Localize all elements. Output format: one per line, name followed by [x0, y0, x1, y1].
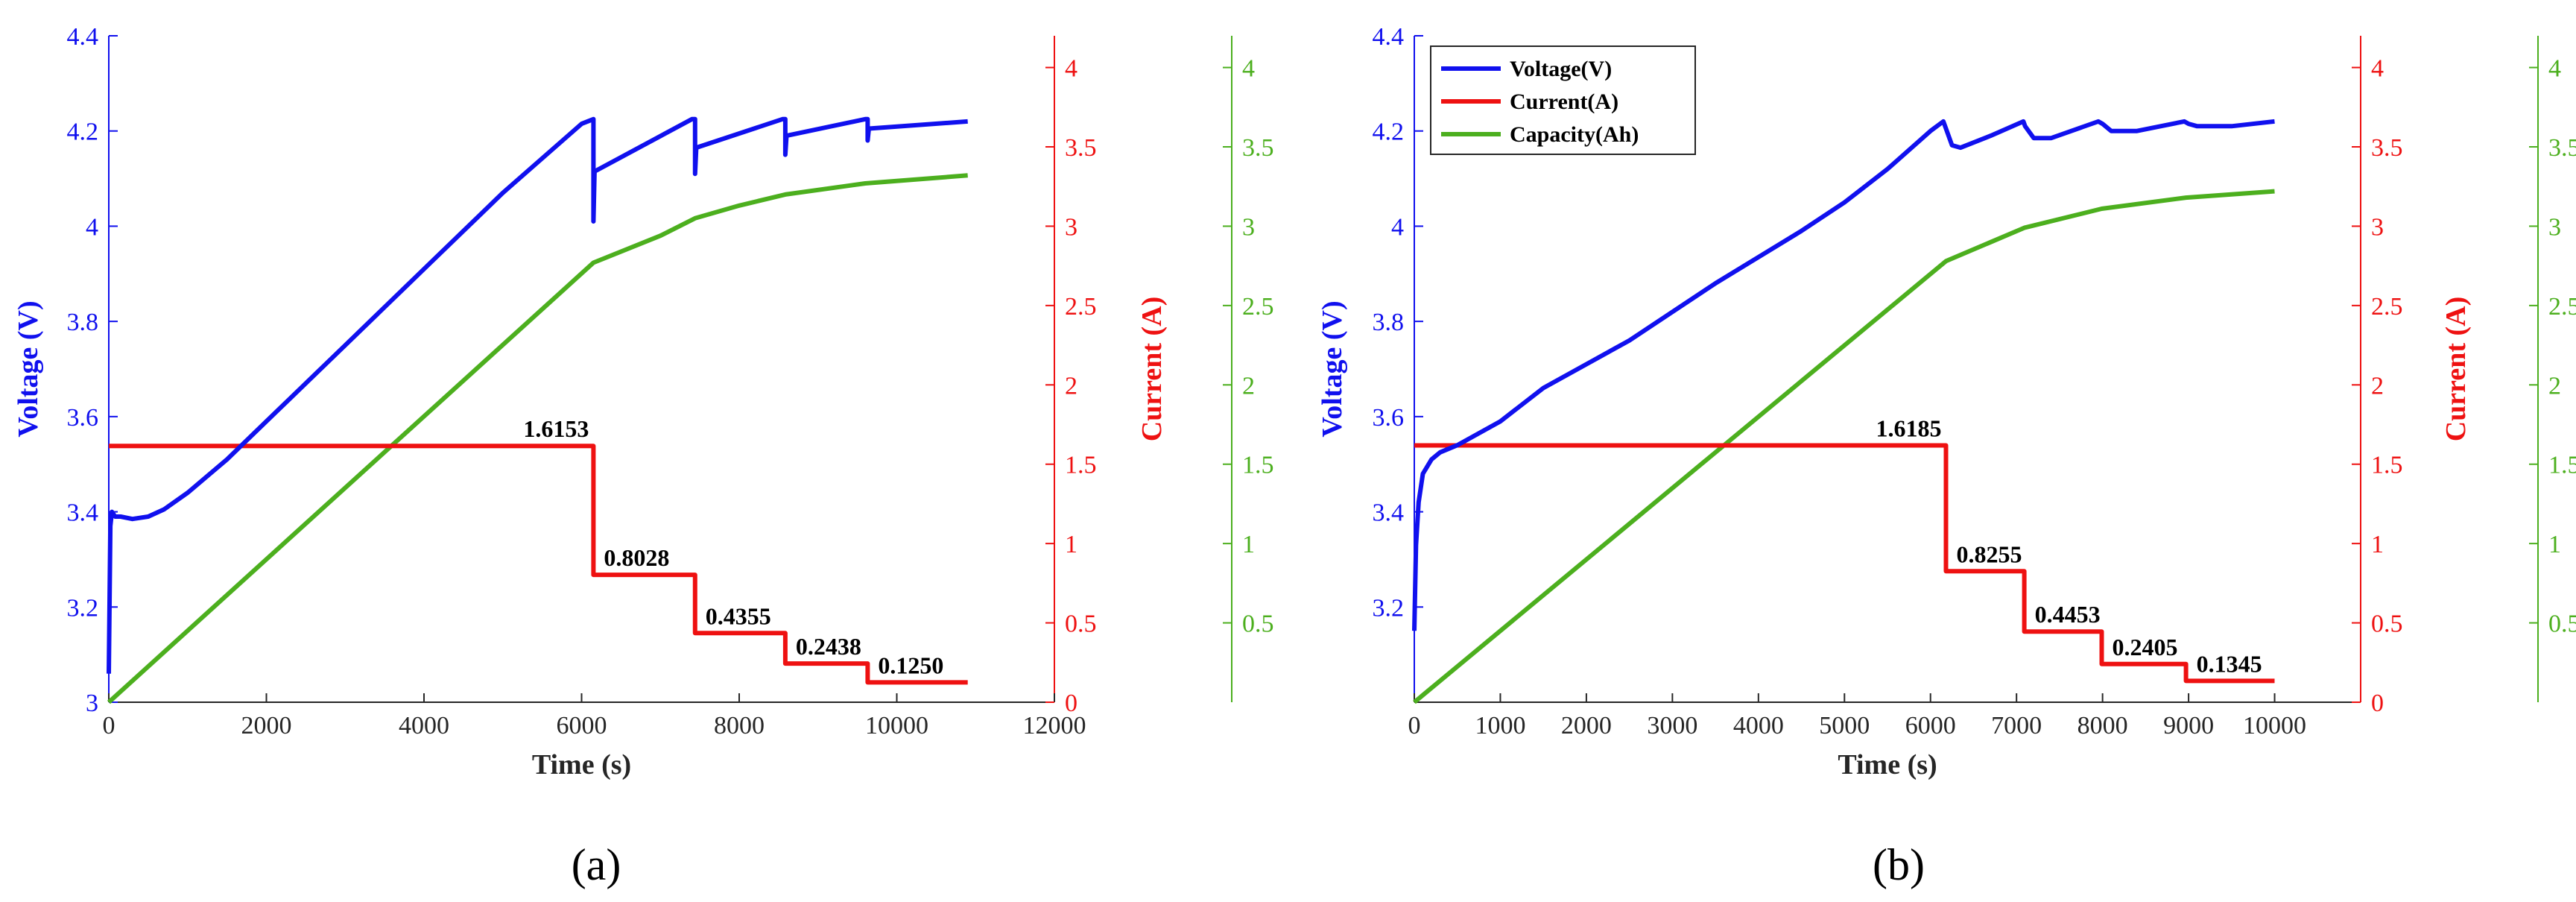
x-tick-label: 9000	[2163, 712, 2214, 739]
current-tick-label: 1.5	[2371, 452, 2403, 479]
voltage-tick-label: 3.6	[67, 404, 99, 432]
x-tick-label: 6000	[557, 712, 607, 739]
current-tick-label: 0.5	[1065, 611, 1097, 638]
current-step-label: 1.6153	[523, 415, 589, 442]
capacity-tick-label: 1	[1242, 531, 1255, 558]
capacity-tick-label: 3	[2548, 213, 2561, 241]
voltage-series-line	[107, 116, 968, 674]
voltage-tick-label: 3.2	[67, 594, 99, 622]
x-tick-label: 8000	[714, 712, 765, 739]
current-tick-label: 3.5	[2371, 134, 2403, 162]
panel-label: (a)	[572, 840, 621, 889]
voltage-series-line	[1412, 119, 2275, 631]
current-step-label: 0.8255	[1957, 540, 2022, 567]
voltage-tick-label: 3.2	[1373, 594, 1405, 622]
legend-entry: Current(A)	[1510, 89, 1618, 114]
current-step-label: 1.6185	[1876, 414, 1942, 441]
current-series-line	[109, 444, 968, 685]
current-tick-label: 1.5	[1065, 452, 1097, 479]
current-tick-label: 0.5	[2371, 611, 2403, 638]
capacity-tick-label: 2.5	[2548, 293, 2576, 321]
capacity-series-line	[107, 173, 968, 704]
x-axis-label: Time (s)	[532, 749, 631, 780]
panel-a: 0 2000 4000 6000 8000 10000 12000 3 3.2 3.4 3.6 3.8…	[13, 23, 1274, 889]
current-tick-label: 1	[1065, 531, 1077, 558]
x-tick-label: 10000	[2243, 712, 2306, 739]
capacity-tick-label: 0.5	[1242, 611, 1274, 638]
voltage-tick-label: 4.4	[67, 23, 99, 51]
capacity-tick-label: 3.5	[2548, 134, 2576, 162]
panel-label: (b)	[1873, 840, 1925, 889]
x-tick-label: 12000	[1023, 712, 1086, 739]
capacity-tick-label: 2	[1242, 372, 1255, 400]
legend: Voltage(V) Current(A) Capacity(Ah)	[1430, 45, 1696, 155]
current-axis-label: Current (A)	[1136, 297, 1168, 442]
x-tick-label: 3000	[1647, 712, 1697, 739]
current-step-label: 0.2405	[2112, 634, 2177, 660]
current-tick-label: 1	[2371, 531, 2384, 558]
voltage-tick-label: 4	[1391, 213, 1404, 241]
x-tick-label: 4000	[1733, 712, 1784, 739]
current-tick-label: 2.5	[2371, 293, 2403, 321]
current-tick-label: 2	[1065, 372, 1077, 400]
voltage-tick-label: 3.4	[67, 499, 99, 527]
x-tick-label: 1000	[1475, 712, 1525, 739]
voltage-tick-label: 3	[86, 690, 98, 717]
capacity-series-line	[1413, 189, 2275, 704]
x-tick-label: 6000	[1905, 712, 1956, 739]
x-tick-label: 8000	[2077, 712, 2128, 739]
current-step-label: 0.2438	[796, 633, 861, 660]
capacity-tick-label: 1	[2548, 531, 2561, 558]
x-tick-label: 10000	[865, 712, 928, 739]
voltage-axis-label: Voltage (V)	[1317, 300, 1348, 437]
current-tick-label: 2.5	[1065, 293, 1097, 321]
current-tick-label: 2	[2371, 372, 2384, 400]
capacity-tick-label: 1.5	[2548, 452, 2576, 479]
voltage-tick-label: 4	[86, 213, 98, 241]
current-tick-label: 4	[2371, 55, 2384, 83]
current-axis-label: Current (A)	[2440, 297, 2472, 442]
capacity-tick-label: 4	[2548, 55, 2561, 83]
current-step-label: 0.4453	[2035, 601, 2101, 628]
x-axis-label: Time (s)	[1838, 749, 1937, 780]
voltage-tick-label: 3.8	[1373, 309, 1405, 336]
x-tick-label: 2000	[1561, 712, 1612, 739]
voltage-tick-label: 3.4	[1373, 499, 1405, 527]
current-tick-label: 0	[2371, 690, 2384, 717]
current-tick-label: 3	[2371, 213, 2384, 241]
current-tick-label: 3	[1065, 213, 1077, 241]
current-tick-label: 4	[1065, 55, 1077, 83]
current-step-label: 0.1345	[2197, 650, 2262, 677]
current-step-label: 0.8028	[604, 544, 669, 571]
voltage-tick-label: 3.8	[67, 309, 99, 336]
x-tick-label: 4000	[399, 712, 449, 739]
current-step-label: 0.1250	[878, 652, 943, 678]
capacity-tick-label: 1.5	[1242, 452, 1274, 479]
capacity-tick-label: 3.5	[1242, 134, 1274, 162]
current-series-line	[1414, 443, 2275, 684]
voltage-axis-label: Voltage (V)	[13, 300, 44, 437]
capacity-tick-label: 4	[1242, 55, 1255, 83]
current-tick-label: 0	[1065, 690, 1077, 717]
capacity-tick-label: 0.5	[2548, 611, 2576, 638]
voltage-tick-label: 4.4	[1373, 23, 1405, 51]
current-step-label: 0.4355	[706, 602, 771, 629]
x-tick-label: 5000	[1819, 712, 1870, 739]
legend-entry: Voltage(V)	[1510, 57, 1612, 81]
legend-entry: Capacity(Ah)	[1510, 122, 1639, 147]
current-tick-label: 3.5	[1065, 134, 1097, 162]
voltage-tick-label: 4.2	[1373, 119, 1405, 146]
x-tick-label: 0	[103, 712, 115, 739]
x-tick-label: 0	[1408, 712, 1421, 739]
x-tick-label: 2000	[241, 712, 292, 739]
capacity-tick-label: 2	[2548, 372, 2561, 400]
capacity-tick-label: 2.5	[1242, 293, 1274, 321]
x-tick-label: 7000	[1991, 712, 2042, 739]
panel-b: 0 1000 2000 3000 4000 5000 6000 7000 8000 9000 100…	[1317, 23, 2576, 889]
voltage-tick-label: 4.2	[67, 119, 99, 146]
capacity-tick-label: 3	[1242, 213, 1255, 241]
voltage-tick-label: 3.6	[1373, 404, 1405, 432]
